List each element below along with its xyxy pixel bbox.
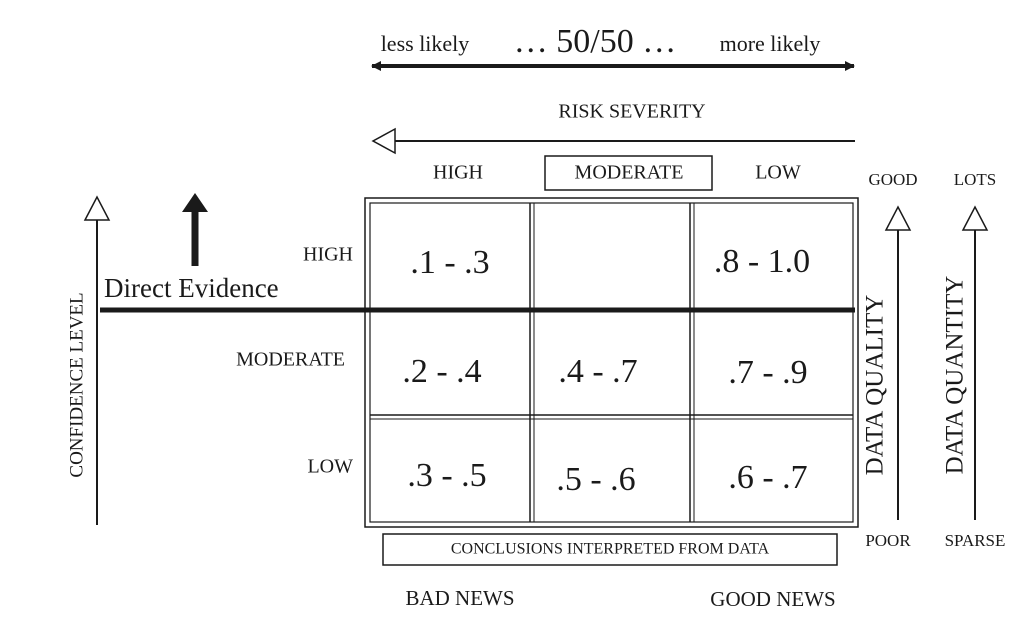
less-likely: less likely — [381, 31, 470, 56]
data-quantity-title: DATA QUANTITY — [942, 276, 969, 475]
quality-bottom: POOR — [865, 531, 911, 550]
conclusions-box — [382, 533, 838, 566]
fifty-fifty: … 50/50 … — [514, 23, 676, 60]
quantity-bottom: SPARSE — [945, 531, 1006, 550]
row-label: MODERATE — [236, 349, 345, 371]
direct-evidence: Direct Evidence — [104, 273, 279, 303]
grid-inner — [369, 202, 854, 523]
risk-severity-title: RISK SEVERITY — [558, 101, 705, 123]
row-label: HIGH — [303, 244, 353, 266]
column-label: MODERATE — [575, 162, 684, 184]
confidence-level-title: CONFIDENCE LEVEL — [66, 292, 87, 477]
cell: .6 - .7 — [728, 459, 807, 496]
cell: .5 - .6 — [556, 461, 635, 498]
more-likely: more likely — [720, 31, 821, 56]
risk-arrow-head — [371, 127, 396, 155]
good-news: GOOD NEWS — [710, 587, 835, 611]
confidence-arrow-head — [83, 195, 111, 221]
conclusions: CONCLUSIONS INTERPRETED FROM DATA — [451, 541, 770, 558]
column-label: LOW — [755, 162, 801, 184]
quality-arrow-head — [884, 205, 912, 231]
cell: .2 - .4 — [402, 353, 481, 390]
quantity-arrow-head — [961, 205, 989, 231]
cell: .1 - .3 — [410, 244, 489, 281]
cell: .8 - 1.0 — [714, 243, 810, 280]
moderate-box — [544, 155, 713, 191]
row-label: LOW — [307, 456, 353, 478]
quantity-top: LOTS — [954, 170, 997, 189]
data-quality-title: DATA QUALITY — [862, 295, 889, 476]
column-label: HIGH — [433, 162, 483, 184]
cell: .7 - .9 — [728, 354, 807, 391]
quality-top: GOOD — [868, 170, 917, 189]
evidence-arrow-head — [182, 193, 208, 212]
bad-news: BAD NEWS — [405, 586, 514, 610]
cell: .3 - .5 — [407, 457, 486, 494]
cell: .4 - .7 — [558, 353, 637, 390]
grid-outer — [364, 197, 859, 528]
